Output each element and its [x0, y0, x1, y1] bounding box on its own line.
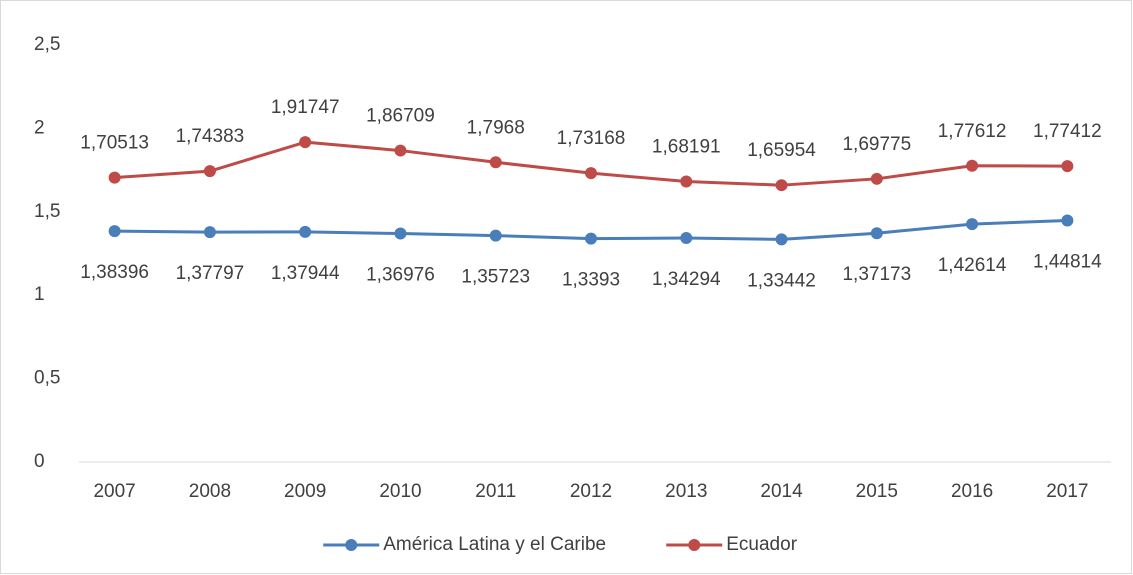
data-point	[585, 167, 597, 180]
data-label: 1,86709	[366, 106, 435, 127]
x-tick-label: 2013	[665, 481, 707, 502]
x-tick-label: 2007	[93, 481, 135, 502]
data-point	[489, 156, 502, 169]
x-tick-label: 2017	[1046, 481, 1088, 502]
data-label: 1,37173	[842, 264, 911, 285]
y-tick-label: 0	[34, 451, 45, 472]
x-tick-label: 2008	[189, 481, 231, 502]
data-label: 1,70513	[80, 133, 149, 154]
data-label: 1,33442	[747, 270, 816, 291]
data-label: 1,7968	[467, 117, 525, 138]
x-tick-label: 2016	[951, 481, 993, 502]
data-label: 1,68191	[652, 136, 721, 157]
data-label: 1,3393	[562, 270, 620, 291]
data-label: 1,42614	[938, 255, 1007, 276]
data-label: 1,34294	[652, 269, 721, 290]
data-label: 1,37797	[176, 263, 245, 284]
data-point	[394, 144, 407, 157]
data-point	[870, 227, 883, 240]
data-point	[966, 159, 979, 172]
data-point	[203, 226, 216, 239]
data-point	[870, 172, 883, 185]
data-point	[299, 225, 312, 238]
data-label: 1,69775	[842, 134, 911, 155]
data-label: 1,38396	[80, 262, 149, 283]
legend-label: América Latina y el Caribe	[383, 534, 606, 555]
data-label: 1,73168	[557, 128, 626, 149]
data-point	[775, 179, 788, 192]
x-tick-label: 2009	[284, 481, 326, 502]
legend-label: Ecuador	[726, 534, 797, 555]
data-point	[108, 171, 121, 184]
y-tick-label: 0,5	[34, 368, 60, 389]
data-point	[489, 229, 502, 242]
data-label: 1,35723	[461, 267, 530, 288]
x-tick-label: 2012	[570, 481, 612, 502]
x-tick-label: 2010	[379, 481, 421, 502]
data-point	[966, 218, 979, 231]
data-label: 1,74383	[176, 126, 245, 147]
data-label: 1,77412	[1033, 121, 1102, 142]
data-point	[680, 175, 693, 188]
data-label: 1,91747	[271, 97, 340, 118]
data-point	[299, 136, 312, 149]
data-point	[1061, 214, 1074, 227]
data-point	[680, 231, 693, 244]
x-tick-label: 2015	[856, 481, 898, 502]
y-tick-label: 2	[34, 117, 45, 138]
data-label: 1,65954	[747, 140, 816, 161]
data-point	[203, 165, 216, 178]
data-point	[775, 233, 788, 246]
y-tick-label: 2,5	[34, 34, 60, 55]
legend-marker	[688, 539, 701, 551]
data-label: 1,44814	[1033, 251, 1102, 272]
data-label: 1,36976	[366, 265, 435, 286]
x-tick-label: 2011	[475, 481, 516, 502]
data-label: 1,77612	[938, 121, 1007, 142]
data-point	[394, 227, 407, 240]
y-tick-label: 1	[34, 284, 45, 305]
data-label: 1,37944	[271, 263, 340, 284]
y-tick-label: 1,5	[34, 201, 60, 222]
data-point	[108, 225, 121, 238]
legend-marker	[345, 539, 358, 551]
x-tick-label: 2014	[760, 481, 803, 502]
data-point	[585, 232, 597, 245]
data-point	[1061, 160, 1074, 173]
